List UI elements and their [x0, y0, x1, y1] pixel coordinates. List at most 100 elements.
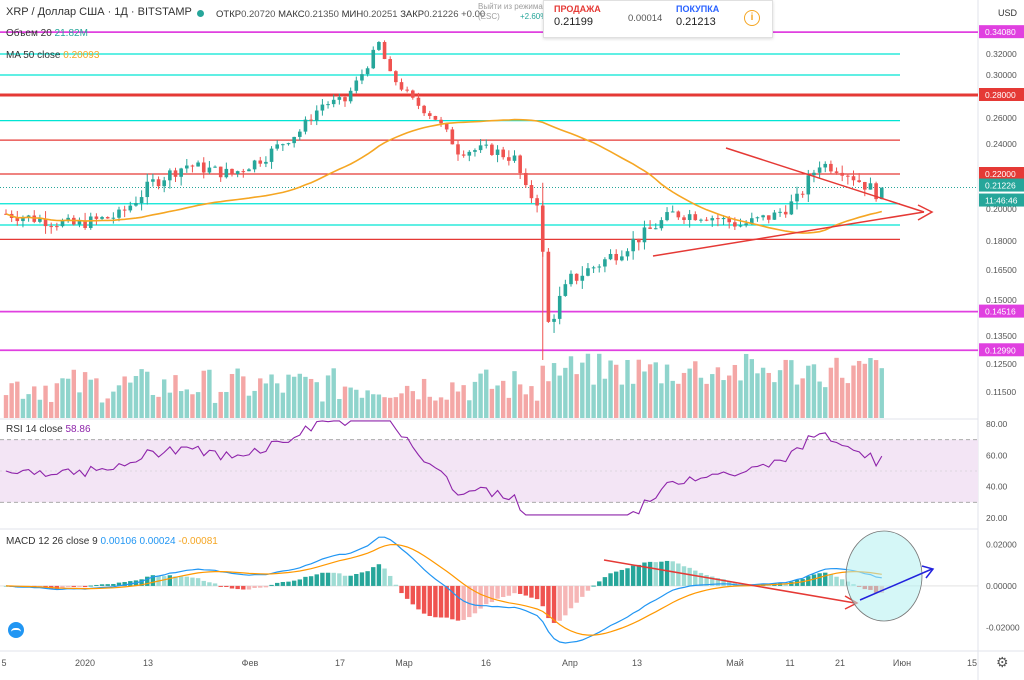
volume-bar — [49, 401, 54, 418]
candle-body — [224, 168, 229, 178]
candle-body — [704, 219, 709, 221]
macd-histogram-bar — [201, 580, 206, 586]
volume-bar — [721, 380, 726, 418]
macd-histogram-bar — [693, 570, 698, 586]
price-tick-label: 0.11500 — [986, 387, 1016, 397]
volume-bar — [156, 396, 161, 418]
macd-histogram-bar — [591, 585, 596, 587]
candle-body — [439, 119, 443, 124]
candle-body — [105, 217, 110, 219]
volume-bar — [314, 382, 319, 418]
candle-body — [507, 157, 511, 161]
macd-tick-label: 0.00000 — [986, 581, 1017, 591]
volume-bar — [308, 378, 314, 418]
volume-bar — [65, 378, 71, 418]
volume-bar — [760, 367, 766, 418]
candle-body — [608, 253, 613, 260]
macd-histogram-bar — [800, 579, 805, 586]
macd-histogram-bar — [354, 573, 359, 586]
candle-body — [580, 275, 585, 281]
candle-body — [309, 119, 313, 121]
rsi-legend[interactable]: RSI 14 close 58.86 — [6, 424, 91, 435]
volume-bar — [258, 378, 263, 418]
volume-bar — [806, 365, 811, 418]
candle-body — [416, 97, 421, 106]
ma-legend[interactable]: MA 50 close 0.20093 — [6, 50, 99, 61]
macd-histogram-bar — [450, 585, 455, 620]
candle-body — [292, 136, 296, 144]
candle-body — [377, 42, 381, 50]
time-tick-label: 5 — [1, 658, 6, 668]
buy-label: ПОКУПКА — [676, 4, 720, 14]
candle-body — [134, 203, 138, 206]
macd-divergence-line — [603, 559, 856, 604]
macd-histogram-bar — [608, 573, 613, 586]
macd-histogram-bar — [337, 573, 342, 586]
macd-histogram-bar — [303, 576, 308, 586]
macd-histogram-bar — [670, 561, 675, 586]
macd-histogram-bar — [534, 585, 540, 600]
buy-button[interactable]: ПОКУПКА 0.21213 — [676, 4, 719, 28]
volume-bar — [800, 378, 805, 418]
macd-histogram-bar — [105, 584, 110, 586]
macd-histogram-bar — [291, 580, 297, 586]
gear-icon[interactable]: ⚙ — [996, 654, 1009, 670]
volume-bar — [404, 385, 410, 418]
volume-bar — [783, 359, 788, 418]
macd-histogram-bar — [116, 582, 122, 586]
macd-histogram-bar — [258, 585, 263, 588]
price-tag-label: 0.34080 — [985, 27, 1016, 37]
ticker-title[interactable]: XRP / Доллар США · 1Д · BITSTAMP — [6, 6, 192, 18]
candle-body — [190, 165, 195, 167]
volume-bar — [625, 360, 630, 418]
macd-histogram-bar — [580, 585, 585, 597]
macd-histogram-bar — [342, 575, 348, 586]
candle-body — [179, 168, 183, 177]
macd-histogram-bar — [218, 585, 223, 587]
volume-bar — [687, 368, 692, 418]
candle-body — [800, 193, 805, 195]
volume-bar — [354, 389, 359, 418]
volume-bar — [732, 364, 738, 418]
info-icon[interactable]: i — [744, 10, 760, 26]
candle-body — [552, 318, 556, 322]
volume-bar — [614, 364, 619, 418]
candle-body — [145, 181, 150, 198]
macd-histogram-bar — [698, 572, 704, 586]
candle-body — [721, 217, 726, 220]
volume-bar — [94, 378, 99, 418]
macd-histogram-bar — [489, 585, 495, 603]
macd-histogram-bar — [687, 567, 692, 586]
candle-body — [382, 42, 387, 60]
price-tag — [979, 25, 1024, 39]
volume-bar — [766, 372, 771, 418]
volume-bar — [82, 372, 88, 418]
fullscreen-exit-hint[interactable]: Выйти из режима (ESC) +2.60% — [478, 2, 547, 22]
candle-body — [122, 209, 127, 211]
candle-body — [574, 273, 579, 281]
price-tag — [979, 343, 1024, 357]
pane-toggle-icon[interactable] — [8, 622, 24, 638]
candle-body — [761, 215, 765, 218]
candle-body — [874, 183, 878, 200]
volume-bar — [128, 382, 133, 418]
volume-legend[interactable]: Объем 20 21.82M — [6, 28, 88, 39]
macd-histogram-bar — [246, 585, 252, 590]
volume-bar — [811, 364, 817, 418]
rsi-tick-label: 80.00 — [986, 419, 1008, 429]
candle-body — [637, 238, 641, 243]
volume-bar — [568, 356, 574, 418]
macd-histogram-bar — [275, 582, 280, 586]
volume-bar — [580, 362, 585, 418]
macd-legend[interactable]: MACD 12 26 close 9 0.00106 0.00024 -0.00… — [6, 536, 218, 547]
volume-bar — [376, 394, 382, 418]
volume-bar — [506, 397, 512, 418]
macd-histogram-bar — [647, 561, 653, 586]
volume-bar — [207, 369, 212, 418]
macd-histogram-bar — [834, 576, 839, 586]
macd-histogram-bar — [783, 583, 788, 586]
price-tick-label: 0.30000 — [986, 70, 1017, 80]
sell-button[interactable]: ПРОДАЖА 0.21199 — [554, 4, 601, 28]
macd-histogram-bar — [207, 582, 212, 586]
